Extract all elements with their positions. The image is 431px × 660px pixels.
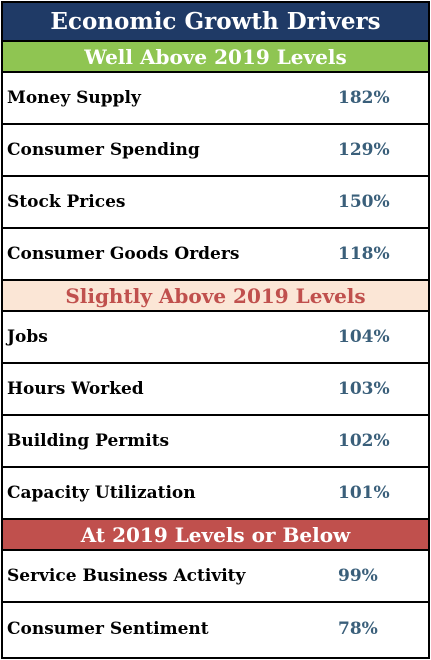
table-row: Building Permits 102% (3, 416, 428, 468)
section-header-at-or-below: At 2019 Levels or Below (3, 520, 428, 551)
row-label: Building Permits (7, 431, 170, 451)
table-row: Stock Prices 150% (3, 177, 428, 229)
table-row: Capacity Utilization 101% (3, 468, 428, 520)
row-label: Consumer Goods Orders (7, 244, 240, 264)
table-row: Service Business Activity 99% (3, 551, 428, 603)
row-label: Consumer Sentiment (7, 619, 209, 639)
row-value: 104% (338, 327, 390, 347)
table-row: Consumer Goods Orders 118% (3, 229, 428, 281)
row-value: 101% (338, 483, 390, 503)
row-value: 102% (338, 431, 390, 451)
row-value: 99% (338, 566, 378, 586)
row-label: Stock Prices (7, 192, 126, 212)
row-value: 129% (338, 140, 390, 160)
row-label: Service Business Activity (7, 566, 246, 586)
row-value: 78% (338, 619, 378, 639)
section-header-slightly-above: Slightly Above 2019 Levels (3, 281, 428, 312)
row-label: Consumer Spending (7, 140, 200, 160)
table-row: Consumer Spending 129% (3, 125, 428, 177)
row-label: Jobs (7, 327, 48, 347)
row-value: 118% (338, 244, 390, 264)
table-row: Money Supply 182% (3, 73, 428, 125)
table-title: Economic Growth Drivers (3, 3, 428, 42)
section-header-well-above: Well Above 2019 Levels (3, 42, 428, 73)
row-label: Hours Worked (7, 379, 144, 399)
row-label: Money Supply (7, 88, 141, 108)
row-label: Capacity Utilization (7, 483, 196, 503)
row-value: 182% (338, 88, 390, 108)
table-row: Hours Worked 103% (3, 364, 428, 416)
row-value: 150% (338, 192, 390, 212)
table-row: Consumer Sentiment 78% (3, 603, 428, 655)
table-row: Jobs 104% (3, 312, 428, 364)
row-value: 103% (338, 379, 390, 399)
